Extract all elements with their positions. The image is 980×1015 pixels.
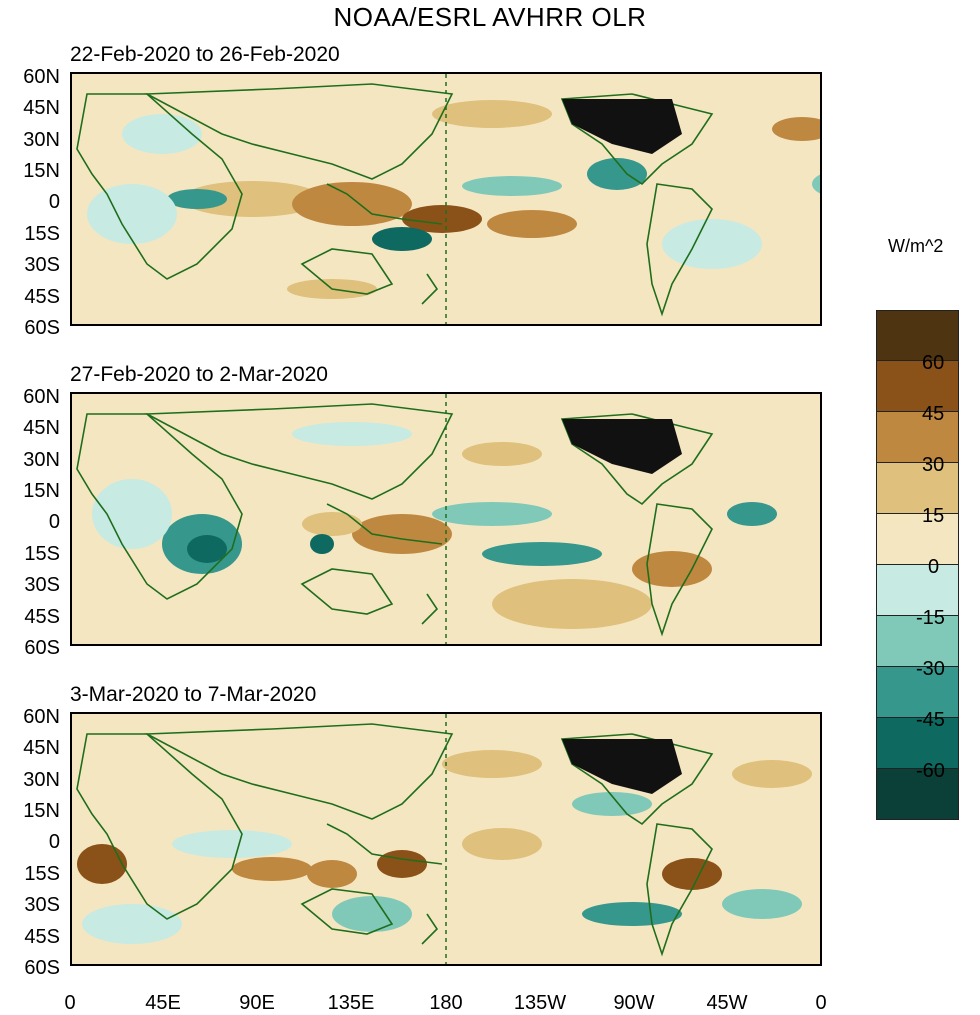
lat-tick-label: 45N: [23, 417, 60, 439]
colorbar-swatch: [876, 667, 959, 718]
colorbar: [876, 310, 959, 820]
lat-tick-label: 45S: [24, 606, 60, 628]
colorbar-swatch: [876, 514, 959, 565]
lat-tick-label: 60S: [24, 957, 60, 979]
lon-tick-label: 0: [815, 992, 827, 1014]
lat-tick-label: 0: [48, 511, 60, 533]
colorbar-label: 15: [922, 505, 945, 527]
colorbar-swatch: [876, 565, 959, 616]
panel-2-coastlines: [76, 403, 714, 637]
lat-tick-label: 30N: [23, 449, 60, 471]
lat-tick-label: 0: [48, 831, 60, 853]
colorbar-swatch: [876, 310, 959, 361]
lat-tick-label: 60N: [23, 706, 60, 728]
lat-tick-label: 15N: [23, 160, 60, 182]
panel-3-usa-region: [562, 739, 682, 794]
colorbar-units: W/m^2: [888, 236, 944, 256]
lat-tick-label: 15N: [23, 480, 60, 502]
lon-tick-label: 135W: [513, 992, 567, 1014]
lat-tick-label: 45S: [24, 286, 60, 308]
panel-3-coastlines: [76, 723, 714, 957]
lon-tick-label: 135E: [327, 992, 375, 1014]
colorbar-swatch: [876, 463, 959, 514]
lat-tick-label: 15S: [24, 543, 60, 565]
lat-tick-label: 30S: [24, 894, 60, 916]
lat-tick-label: 30S: [24, 254, 60, 276]
lon-tick-label: 90W: [613, 992, 655, 1014]
panel-2-title: 27-Feb-2020 to 2-Mar-2020: [70, 363, 328, 386]
lat-tick-label: 45N: [23, 97, 60, 119]
panel-2-map: [70, 392, 822, 646]
colorbar-label: 30: [922, 454, 945, 476]
colorbar-swatch: [876, 361, 959, 412]
lon-tick-label: 45W: [706, 992, 748, 1014]
colorbar-label: -60: [916, 760, 945, 782]
panel-3-map: [70, 712, 822, 966]
colorbar-label: -15: [916, 607, 945, 629]
lon-tick-label: 180: [429, 992, 463, 1014]
lat-tick-label: 60N: [23, 66, 60, 88]
panel-1-anomaly-field: [87, 100, 820, 299]
lat-tick-label: 0: [48, 191, 60, 213]
panel-3-title: 3-Mar-2020 to 7-Mar-2020: [70, 683, 317, 706]
lat-tick-label: 60N: [23, 386, 60, 408]
panel-2-anomaly-field: [92, 422, 777, 629]
colorbar-swatch: [876, 718, 959, 769]
lon-tick-label: 90E: [239, 992, 275, 1014]
panel-2-usa-region: [562, 419, 682, 474]
colorbar-swatch: [876, 616, 959, 667]
lon-tick-label: 45E: [145, 992, 181, 1014]
lat-tick-label: 45S: [24, 926, 60, 948]
lat-tick-label: 30S: [24, 574, 60, 596]
lat-tick-label: 30N: [23, 129, 60, 151]
lat-tick-label: 60S: [24, 637, 60, 659]
colorbar-swatch: [876, 769, 959, 820]
colorbar-label: -45: [916, 709, 945, 731]
panel-1-title: 22-Feb-2020 to 26-Feb-2020: [70, 43, 340, 66]
colorbar-label: 0: [928, 556, 940, 578]
lat-tick-label: 60S: [24, 317, 60, 339]
lat-tick-label: 45N: [23, 737, 60, 759]
colorbar-label: 45: [922, 403, 945, 425]
colorbar-label: -30: [916, 658, 945, 680]
colorbar-swatch: [876, 412, 959, 463]
panel-3-anomaly-field: [77, 750, 812, 944]
lat-tick-label: 30N: [23, 769, 60, 791]
lon-tick-label: 0: [64, 992, 76, 1014]
colorbar-label: 60: [922, 352, 945, 374]
lat-tick-label: 15N: [23, 800, 60, 822]
panel-1-map: [70, 72, 822, 326]
lat-tick-label: 15S: [24, 863, 60, 885]
panel-1-usa-region: [562, 99, 682, 154]
lat-tick-label: 15S: [24, 223, 60, 245]
panel-1-coastlines: [76, 83, 714, 317]
figure-title: NOAA/ESRL AVHRR OLR: [333, 2, 647, 32]
